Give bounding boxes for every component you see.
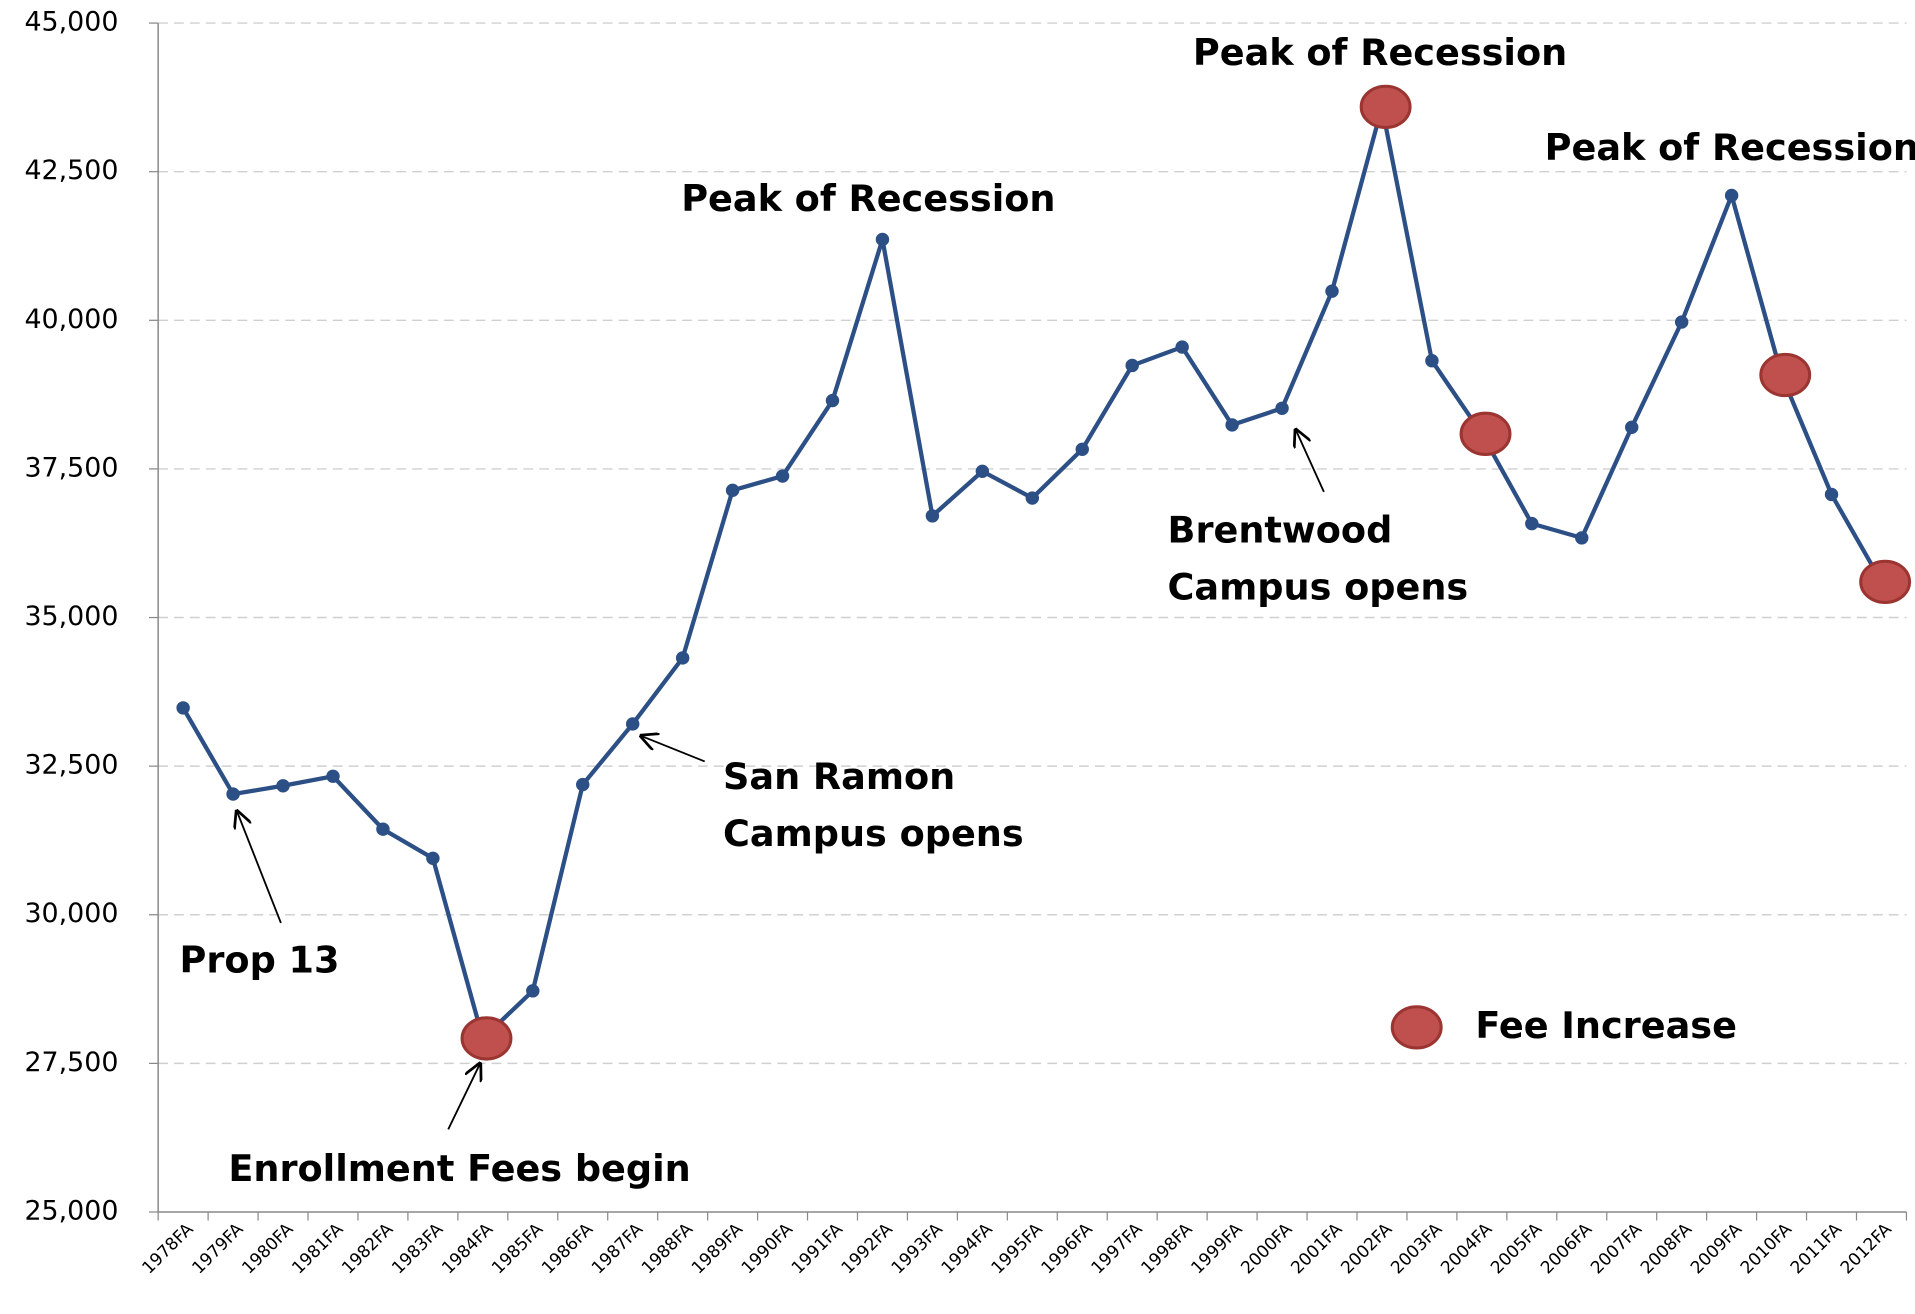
annotation: Prop 13 <box>180 938 340 981</box>
x-tick-label: 1982FA <box>338 1219 397 1278</box>
x-tick-label: 2011FA <box>1787 1219 1846 1278</box>
fee-marker <box>1859 559 1912 605</box>
x-tick-label: 1996FA <box>1038 1219 1097 1278</box>
data-point <box>975 464 990 478</box>
y-tick-label: 25,000 <box>24 1196 118 1227</box>
x-tick-label: 1980FA <box>238 1219 297 1278</box>
x-tick-label: 2010FA <box>1737 1219 1796 1278</box>
x-tick-label: 1990FA <box>738 1219 797 1278</box>
x-tick-label: 2008FA <box>1637 1219 1696 1278</box>
annotation: Campus opens <box>1168 566 1469 609</box>
fee-marker <box>460 1016 513 1061</box>
annotation: Peak of Recession <box>681 177 1055 220</box>
data-point <box>1724 188 1739 203</box>
data-point <box>1824 487 1839 502</box>
x-tick-label: 2005FA <box>1487 1219 1546 1278</box>
data-point <box>226 787 240 801</box>
x-tick-label: 1995FA <box>988 1219 1047 1278</box>
legend-marker <box>1390 1005 1443 1050</box>
x-tick-label: 2009FA <box>1687 1219 1746 1278</box>
data-point <box>1425 354 1439 368</box>
x-tick-label: 1978FA <box>138 1219 197 1278</box>
y-tick-label: 27,500 <box>24 1047 118 1078</box>
x-tick-label: 1989FA <box>688 1219 747 1278</box>
data-point <box>426 851 440 865</box>
x-tick-label: 1988FA <box>638 1219 697 1278</box>
fee-marker <box>1459 411 1512 457</box>
fee-marker <box>1359 84 1412 130</box>
x-tick-label: 1998FA <box>1138 1219 1197 1278</box>
data-point <box>1025 491 1040 505</box>
data-point <box>276 779 290 793</box>
annotation: Enrollment Fees begin <box>228 1147 690 1190</box>
x-tick-label: 2004FA <box>1437 1219 1496 1278</box>
fee-marker <box>1759 352 1812 398</box>
data-point <box>625 717 640 731</box>
y-tick-label: 35,000 <box>24 601 118 632</box>
x-tick-label: 2002FA <box>1337 1219 1396 1278</box>
data-point <box>1075 442 1089 456</box>
annotation: Peak of Recession <box>1193 31 1567 74</box>
x-tick-label: 2000FA <box>1237 1219 1296 1278</box>
data-point <box>1125 358 1139 373</box>
x-tick-label: 1994FA <box>938 1219 997 1278</box>
x-tick-label: 2003FA <box>1387 1219 1446 1278</box>
y-tick-label: 45,000 <box>24 7 118 38</box>
data-point <box>526 984 540 998</box>
data-point <box>1225 418 1239 432</box>
y-tick-label: 37,500 <box>24 452 118 483</box>
annotation: Peak of Recession <box>1545 126 1915 169</box>
data-point <box>1275 401 1289 415</box>
y-tick-label: 30,000 <box>24 898 118 929</box>
data-line <box>181 106 1884 1043</box>
annotation: Campus opens <box>723 812 1024 855</box>
annotation-arrow <box>641 736 706 763</box>
data-point <box>576 777 590 792</box>
x-tick-label: 2012FA <box>1837 1219 1896 1278</box>
data-point <box>825 393 840 408</box>
x-tick-label: 1986FA <box>538 1219 597 1278</box>
data-point <box>1325 284 1339 298</box>
data-point <box>1674 315 1689 329</box>
data-point <box>725 483 740 497</box>
annotation-arrow <box>237 811 282 924</box>
y-tick-label: 32,500 <box>24 750 118 781</box>
annotation: San Ramon <box>723 755 955 798</box>
data-point <box>925 509 940 523</box>
x-tick-label: 1991FA <box>788 1219 847 1278</box>
annotation-arrow <box>1296 430 1325 493</box>
data-point <box>326 769 340 783</box>
data-point <box>875 232 890 247</box>
y-tick-label: 40,000 <box>24 304 118 335</box>
x-tick-label: 1981FA <box>288 1219 347 1278</box>
x-tick-label: 1984FA <box>438 1219 497 1278</box>
data-point <box>1575 531 1589 545</box>
legend-label: Fee Increase <box>1475 1004 1737 1047</box>
data-point <box>176 701 190 715</box>
annotation: Brentwood <box>1168 508 1393 551</box>
data-point <box>675 651 690 665</box>
data-point <box>1625 420 1639 434</box>
x-tick-label: 2001FA <box>1287 1219 1346 1278</box>
x-tick-label: 1993FA <box>888 1219 947 1278</box>
data-point <box>775 469 790 483</box>
x-tick-label: 1999FA <box>1187 1219 1246 1278</box>
data-point <box>376 822 390 836</box>
x-tick-label: 1985FA <box>488 1219 547 1278</box>
annotation-arrow <box>447 1064 480 1130</box>
x-tick-label: 1979FA <box>188 1219 247 1278</box>
x-tick-label: 1987FA <box>588 1219 647 1278</box>
x-tick-label: 1997FA <box>1088 1219 1147 1278</box>
x-tick-label: 2007FA <box>1587 1219 1646 1278</box>
x-tick-label: 1992FA <box>838 1219 897 1278</box>
x-tick-label: 1983FA <box>388 1219 447 1278</box>
x-tick-label: 2006FA <box>1537 1219 1596 1278</box>
y-tick-label: 42,500 <box>24 155 118 186</box>
data-point <box>1175 340 1189 354</box>
data-point <box>1525 516 1539 531</box>
